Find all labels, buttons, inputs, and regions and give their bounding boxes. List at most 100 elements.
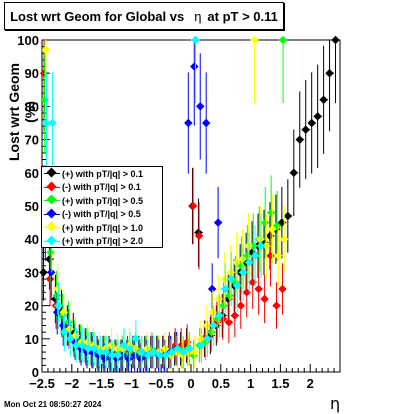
- legend-label: (+) with pT/|q| > 0.5: [62, 195, 144, 206]
- data-point: [190, 347, 200, 357]
- x-tick-label: −2: [64, 376, 79, 391]
- y-axis-label: Lost wrt Geom (%): [6, 63, 38, 162]
- chart-title: Lost wrt Geom for Global vs η at pT > 0.…: [4, 2, 284, 30]
- x-tick-label: 0: [187, 376, 194, 391]
- data-point: [226, 268, 235, 277]
- data-point: [319, 95, 328, 105]
- data-point: [179, 347, 188, 357]
- data-point: [39, 68, 49, 78]
- data-point: [83, 344, 93, 354]
- data-point: [89, 344, 99, 354]
- legend-label: (-) with pT/|q| > 0.1: [62, 182, 141, 193]
- data-point: [266, 251, 275, 261]
- data-point: [113, 351, 123, 360]
- data-point: [230, 311, 240, 320]
- y-tick-label: 0: [32, 365, 39, 380]
- data-point: [161, 351, 170, 360]
- data-point: [260, 218, 270, 227]
- data-point: [250, 35, 259, 45]
- legend-marker: [42, 167, 62, 180]
- data-point: [101, 347, 111, 357]
- data-point: [331, 35, 340, 45]
- legend-label: (-) with pT/|q| > 0.5: [62, 209, 141, 220]
- x-tick-label: −0.5: [148, 376, 174, 391]
- data-point: [107, 341, 116, 350]
- data-point: [119, 341, 129, 350]
- data-point: [100, 354, 110, 363]
- data-point: [41, 45, 51, 55]
- data-point: [131, 334, 141, 344]
- data-point: [268, 224, 277, 234]
- data-point: [52, 307, 62, 317]
- y-tick-label: 80: [25, 99, 39, 114]
- data-point: [45, 274, 55, 284]
- data-point: [95, 347, 105, 357]
- data-point: [238, 268, 248, 277]
- legend-entry: (-) with pT/|q| > 0.1: [42, 181, 162, 195]
- title-eta-symbol: η: [194, 8, 202, 24]
- data-point: [58, 321, 68, 330]
- data-point: [190, 62, 199, 71]
- data-point: [131, 344, 140, 354]
- data-point: [173, 344, 182, 354]
- data-point: [184, 118, 193, 128]
- data-point: [301, 125, 310, 134]
- legend-marker: [42, 194, 62, 207]
- legend-entry: (+) with pT/|q| > 2.0: [42, 235, 162, 249]
- y-tick-label: 20: [25, 299, 39, 314]
- data-point: [244, 241, 253, 251]
- data-point: [215, 311, 224, 320]
- data-point: [46, 268, 56, 277]
- x-tick-label: 1.5: [271, 376, 289, 391]
- legend: (+) with pT/|q| > 0.1 (-) with pT/|q| > 0…: [41, 166, 163, 248]
- data-point: [188, 201, 198, 211]
- legend-label: (+) with pT/|q| > 2.0: [62, 236, 144, 247]
- data-point: [224, 317, 234, 327]
- y-tick-label: 70: [25, 133, 39, 148]
- data-point: [289, 168, 299, 178]
- data-point: [214, 294, 223, 304]
- data-point: [142, 344, 152, 354]
- data-point: [130, 351, 139, 360]
- legend-marker: [42, 181, 62, 194]
- data-point: [307, 118, 316, 128]
- data-point: [191, 35, 200, 45]
- data-point: [232, 258, 241, 267]
- data-point: [118, 351, 128, 360]
- data-point: [48, 118, 57, 128]
- x-tick-label: −2.5: [29, 376, 55, 391]
- data-point: [124, 354, 133, 363]
- title-suffix: at pT > 0.11: [207, 8, 278, 24]
- data-point: [219, 301, 228, 310]
- y-tick-label: 100: [17, 33, 39, 48]
- x-tick-label: 2: [307, 376, 314, 391]
- data-point: [60, 327, 69, 337]
- y-tick-label: 60: [25, 166, 39, 181]
- y-tick-label: 10: [25, 332, 39, 347]
- legend-label: (+) with pT/|q| > 1.0: [62, 222, 144, 233]
- legend-entry: (+) with pT/|q| > 0.1: [42, 167, 162, 181]
- data-point: [42, 118, 51, 128]
- data-point: [65, 324, 74, 334]
- data-point: [54, 301, 63, 310]
- data-point: [213, 218, 223, 227]
- legend-marker: [42, 208, 62, 221]
- legend-marker: [42, 221, 62, 234]
- data-point: [274, 251, 283, 261]
- data-point: [236, 301, 246, 310]
- data-point: [107, 351, 117, 360]
- data-point: [155, 351, 164, 360]
- legend-entry: (+) with pT/|q| > 0.5: [42, 194, 162, 208]
- data-point: [220, 274, 229, 284]
- data-point: [197, 341, 206, 350]
- data-point: [256, 241, 266, 251]
- data-point: [59, 307, 69, 317]
- data-point: [254, 284, 263, 294]
- data-point: [113, 344, 122, 354]
- data-point: [143, 351, 153, 360]
- legend-label: (+) with pT/|q| > 0.1: [62, 168, 144, 179]
- x-tick-label: −1.5: [89, 376, 115, 391]
- data-point: [149, 347, 159, 357]
- x-axis-label: η: [330, 394, 341, 413]
- y-tick-label: 90: [25, 66, 39, 81]
